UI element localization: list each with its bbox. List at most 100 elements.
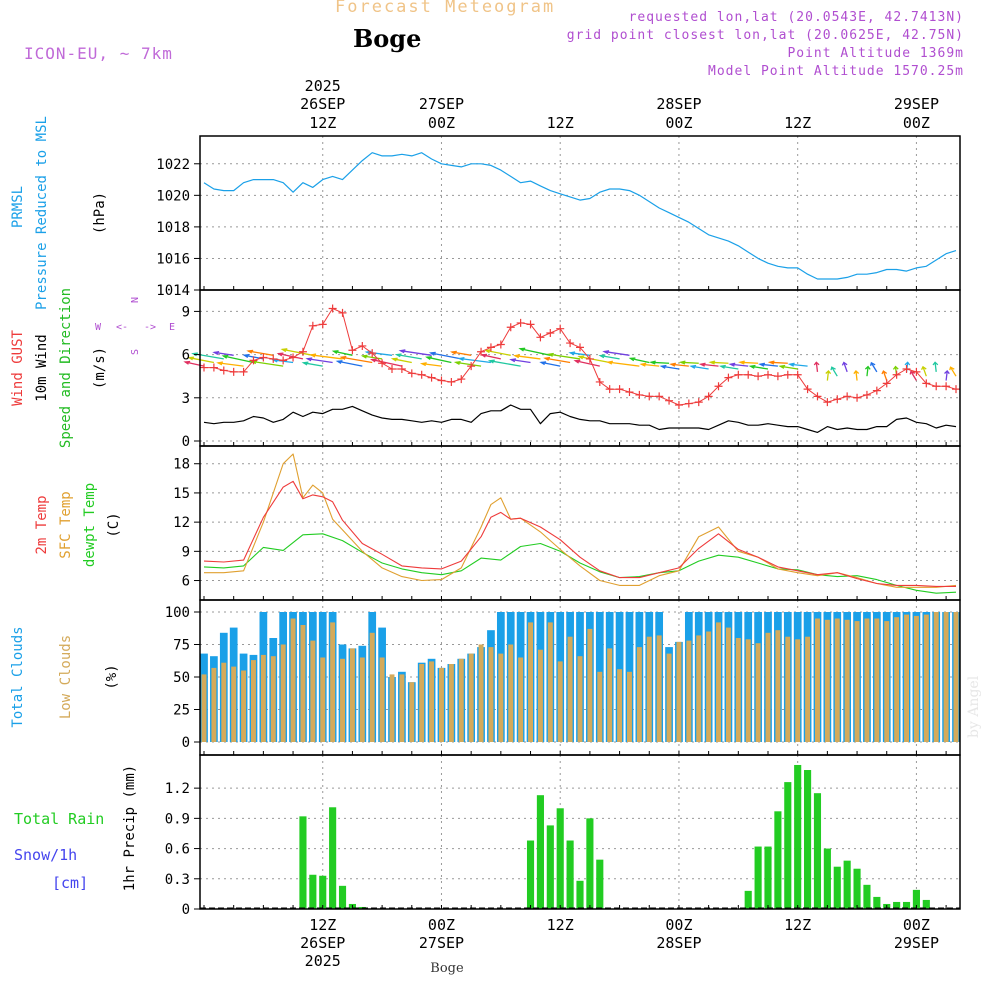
compass-arrow-right: -> — [144, 322, 156, 333]
wind-direction-arrowhead — [678, 360, 686, 365]
wind-gust-point — [516, 318, 525, 327]
wind-direction-arrowhead — [428, 351, 436, 356]
rain-bar — [309, 874, 317, 909]
clouds-ytick-label: 100 — [165, 605, 190, 621]
low-cloud-bar — [409, 682, 415, 742]
wind-direction-arrow — [341, 356, 373, 364]
rain-bar — [784, 782, 792, 909]
wind-direction-arrowhead — [718, 364, 726, 369]
wind-gust-point — [862, 390, 871, 399]
wind-direction-arrowhead — [335, 360, 343, 365]
wind-direction-arrow — [831, 366, 838, 377]
temp-ylabel-sfc: SFC Temp — [58, 491, 74, 558]
low-cloud-bar — [676, 641, 682, 742]
precip-ytick-label: 0 — [182, 902, 190, 918]
wind-direction-arrow — [455, 361, 482, 367]
low-cloud-bar — [785, 636, 791, 742]
wind-gust-point — [872, 386, 881, 395]
pressure-ytick-label: 1014 — [156, 283, 190, 299]
cloud-ylabel-total: Total Clouds — [10, 626, 26, 727]
wind-direction-arrowhead — [698, 362, 706, 367]
precip-frame — [199, 754, 961, 910]
wind-direction-arrowhead — [509, 358, 517, 363]
wind-direction-arrowhead — [305, 357, 313, 362]
wind-direction-arrowhead — [649, 360, 656, 365]
wind-gust-point — [912, 367, 921, 376]
wind-gust-point — [566, 339, 575, 348]
low-cloud-bar — [834, 618, 840, 742]
wind-direction-arrowhead — [864, 365, 871, 370]
low-cloud-bar — [498, 653, 504, 742]
rain-bar — [833, 866, 841, 909]
clouds-ytick-label: 25 — [173, 703, 190, 719]
low-cloud-bar — [775, 630, 781, 742]
grid-point-coords: grid point closest lon,lat (20.0625E, 42… — [566, 28, 964, 43]
wind-gust-point — [289, 353, 298, 362]
wind-gust-point — [368, 349, 377, 358]
bottom-date-label: 29SEP — [894, 934, 939, 952]
wind-gust-point — [546, 329, 555, 337]
precip-ytick-label: 0.9 — [165, 811, 190, 827]
wind-ytick-label: 3 — [182, 391, 190, 407]
wind-direction-arrowhead — [212, 351, 220, 356]
low-cloud-bar — [528, 622, 533, 742]
wind-direction-arrowhead — [758, 362, 766, 367]
low-cloud-bar — [369, 632, 375, 742]
pressure-ytick-label: 1020 — [156, 188, 190, 204]
wind-direction-arrowhead — [398, 349, 406, 354]
pressure-frame — [199, 135, 961, 291]
compass-west: W — [95, 322, 102, 333]
low-cloud-bar — [686, 640, 692, 742]
wind-direction-arrow — [333, 350, 353, 356]
wind-direction-arrow — [750, 365, 769, 370]
low-cloud-bar — [933, 612, 939, 742]
wind-direction-arrow — [769, 361, 788, 364]
wind-gust-point — [229, 367, 238, 376]
rain-bar — [596, 859, 604, 909]
bottom-time-label: 00Z — [903, 916, 930, 934]
rain-bar — [853, 868, 861, 909]
wind-gust-point — [585, 354, 594, 363]
low-cloud-bar — [270, 656, 276, 742]
wind-direction-arrow — [710, 361, 729, 364]
wind-direction-arrowhead — [892, 365, 899, 370]
wind-direction-arrow — [303, 362, 323, 367]
wind-direction-arrowhead — [487, 359, 495, 364]
wind-direction-arrowhead — [853, 369, 860, 375]
wind-direction-arrow — [575, 360, 600, 367]
wind-direction-arrow — [870, 362, 878, 373]
low-cloud-bar — [904, 614, 909, 742]
wind-gust-point — [932, 382, 941, 391]
wind-direction-arrowhead — [689, 364, 697, 369]
wind-direction-arrowhead — [331, 350, 339, 355]
wind-direction-arrowhead — [449, 350, 457, 355]
low-cloud-bar — [884, 621, 890, 742]
wind-gust-point — [764, 370, 772, 379]
model-label: ICON-EU, ~ 7km — [24, 44, 173, 63]
wind-direction-arrow — [545, 357, 571, 364]
wind-gust-point — [209, 363, 218, 372]
wind-gust-point — [645, 392, 654, 401]
bottom-time-label: 12Z — [784, 916, 811, 934]
wind-gust-point — [892, 370, 901, 379]
rain-bar — [823, 848, 831, 909]
top-time-label: 00Z — [903, 114, 930, 132]
wind-direction-arrow — [789, 363, 808, 367]
bottom-year-label: 2025 — [305, 952, 341, 970]
wind-ytick-label: 0 — [182, 434, 190, 450]
low-cloud-bar — [765, 632, 771, 742]
top-time-label: 12Z — [547, 114, 574, 132]
pressure-line — [203, 152, 957, 280]
low-cloud-bar — [656, 635, 662, 742]
wind-ylabel-units: (m/s) — [92, 347, 108, 389]
low-cloud-bar — [824, 619, 830, 742]
wind-direction-arrow — [514, 355, 541, 360]
bottom-date-label: 27SEP — [419, 934, 464, 952]
wind-gust-point — [397, 365, 406, 373]
wind-gust-point — [635, 390, 644, 399]
low-cloud-bar — [745, 639, 751, 742]
wind-direction-arrowhead — [512, 354, 520, 359]
low-cloud-bar — [379, 657, 385, 742]
wind-direction-arrowhead — [216, 361, 224, 366]
wind-gust-point — [853, 393, 862, 402]
